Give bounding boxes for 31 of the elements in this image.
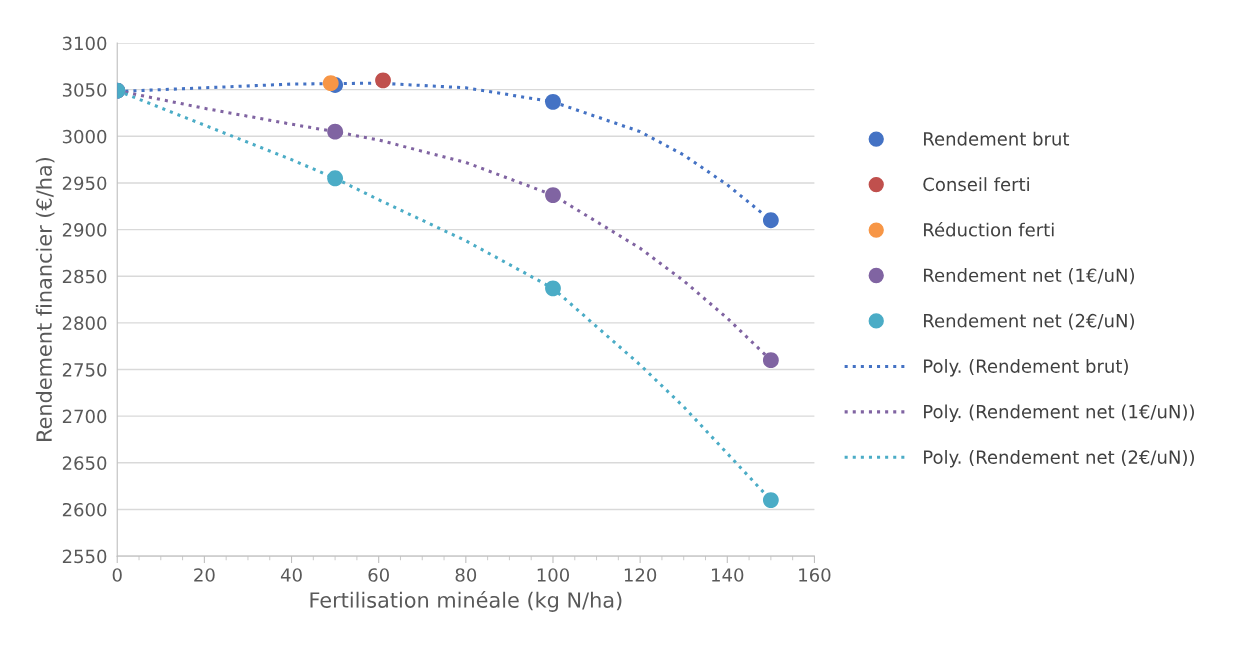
- x-tick-label: 20: [194, 568, 215, 582]
- y-axis-title: Rendement financier (€/ha): [35, 157, 55, 441]
- legend-label: Rendement net (2€/uN): [924, 313, 1134, 330]
- y-tick-label: 2600: [62, 502, 107, 517]
- y-tick-label: 2850: [62, 269, 107, 284]
- x-axis-title: Fertilisation minéale (kg N/ha): [310, 590, 622, 612]
- legend-label: Poly. (Rendement brut): [924, 359, 1128, 377]
- legend-label: Poly. (Rendement net (1€/uN)): [924, 404, 1194, 422]
- legend-label: Conseil ferti: [923, 177, 1029, 192]
- x-tick-label: 40: [280, 568, 302, 582]
- legend-label: Rendement net (1€/uN): [924, 268, 1134, 285]
- x-tick-label: 140: [712, 568, 744, 582]
- legend-label: Réduction ferti: [924, 221, 1054, 237]
- y-tick-label: 2950: [62, 176, 107, 191]
- y-tick-label: 3050: [62, 83, 107, 97]
- x-tick-label: 100: [537, 568, 570, 582]
- y-tick-label: 2800: [62, 316, 107, 330]
- x-tick-label: 60: [368, 568, 389, 582]
- y-tick-label: 3100: [62, 36, 107, 51]
- x-tick-label: 0: [112, 568, 122, 582]
- y-tick-label: 2700: [62, 409, 107, 424]
- y-tick-label: 2550: [62, 549, 107, 564]
- y-tick-label: 2650: [62, 456, 107, 470]
- x-tick-label: 160: [799, 568, 831, 582]
- legend-label: Poly. (Rendement net (2€/uN)): [924, 449, 1194, 468]
- y-tick-label: 3000: [62, 129, 107, 144]
- y-tick-label: 2900: [62, 223, 107, 237]
- y-tick-label: 2750: [62, 362, 107, 377]
- x-tick-label: 120: [624, 568, 657, 582]
- legend-label: Rendement brut: [924, 131, 1070, 146]
- x-tick-label: 80: [455, 568, 477, 582]
